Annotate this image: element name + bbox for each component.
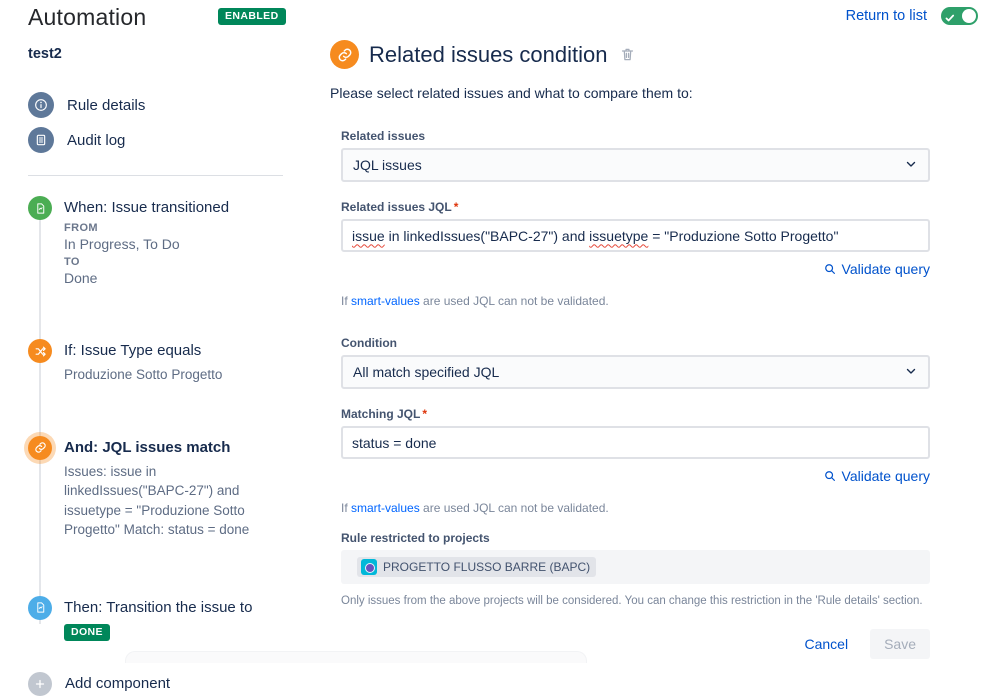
sidebar-item-label: Audit log: [67, 131, 126, 149]
step-trigger[interactable]: When: Issue transitioned FROM In Progres…: [28, 196, 283, 286]
step-title: And: JQL issues match: [64, 438, 231, 456]
label-text: Related issues JQL: [341, 200, 452, 214]
step-subtitle: Issues: issue in linkedIssues("BAPC-27")…: [64, 463, 250, 538]
step-action-transition[interactable]: Then: Transition the issue to DONE: [28, 595, 283, 641]
from-label: FROM: [64, 222, 98, 234]
step-condition-jql-match[interactable]: And: JQL issues match Issues: issue in l…: [28, 435, 283, 540]
project-restriction-label: Rule restricted to projects: [341, 531, 490, 545]
step-title: When: Issue transitioned: [64, 199, 230, 216]
trigger-icon: [28, 196, 52, 220]
delete-component-button[interactable]: [619, 46, 636, 63]
cancel-button[interactable]: Cancel: [804, 636, 849, 652]
step-subtitle: Produzione Sotto Progetto: [64, 367, 223, 382]
action-icon: [28, 595, 52, 620]
project-chip: PROGETTO FLUSSO BARRE (BAPC): [357, 557, 597, 577]
step-title: If: Issue Type equals: [64, 342, 202, 359]
related-issues-selected-value: JQL issues: [353, 157, 422, 173]
component-description: Please select related issues and what to…: [330, 85, 693, 101]
chevron-down-icon: [904, 364, 918, 381]
rule-steps: When: Issue transitioned FROM In Progres…: [28, 196, 283, 696]
related-issues-condition-icon: [330, 40, 359, 69]
chevron-down-icon: [904, 157, 918, 174]
sidebar-item-label: Rule details: [67, 96, 146, 114]
smart-values-note-1: If smart-values are used JQL can not be …: [341, 294, 930, 308]
project-restriction-note: Only issues from the above projects will…: [341, 595, 923, 607]
smart-values-link[interactable]: smart-values: [351, 501, 420, 515]
condition-selected-value: All match specified JQL: [353, 364, 500, 380]
required-mark: *: [422, 407, 428, 421]
sidebar-item-audit-log[interactable]: Audit log: [28, 127, 283, 153]
next-card-edge: [125, 651, 587, 663]
component-editor: Related issues condition Please select r…: [330, 40, 930, 659]
project-restriction-panel: PROGETTO FLUSSO BARRE (BAPC): [341, 550, 930, 584]
done-status-badge: DONE: [64, 623, 110, 641]
status-badge: ENABLED: [218, 8, 286, 25]
required-mark: *: [453, 200, 459, 214]
matching-jql-input[interactable]: [341, 426, 930, 459]
toggle-knob: [962, 9, 976, 23]
search-icon: [823, 469, 837, 483]
related-issues-jql-label: Related issues JQL *: [341, 200, 930, 214]
jql-text: in linkedIssues("BAPC-27") and: [384, 227, 590, 244]
related-issues-jql-input[interactable]: issue in linkedIssues("BAPC-27") and iss…: [341, 219, 930, 252]
label-text: Matching JQL: [341, 407, 421, 421]
smart-values-link[interactable]: smart-values: [351, 294, 420, 308]
matching-jql-label: Matching JQL *: [341, 407, 930, 421]
step-title: Then: Transition the issue to: [64, 598, 253, 616]
note-text: are used JQL can not be validated.: [419, 501, 609, 515]
plus-icon: [28, 671, 52, 696]
condition-select[interactable]: All match specified JQL: [341, 355, 930, 389]
project-avatar: [361, 559, 377, 575]
note-text: If: [341, 294, 352, 308]
return-to-list-link[interactable]: Return to list: [845, 8, 927, 24]
condition-form: Related issues JQL issues Related issues…: [341, 129, 930, 659]
jql-text: = "Produzione Sotto Progetto": [648, 227, 839, 244]
rule-enabled-toggle[interactable]: [941, 7, 978, 25]
from-value: In Progress, To Do: [64, 236, 180, 252]
add-component-label: Add component: [65, 675, 171, 693]
rule-name: test2: [28, 46, 62, 62]
search-icon: [823, 262, 837, 276]
info-icon: [28, 92, 54, 118]
to-value: Done: [64, 270, 98, 286]
validate-query-link-1[interactable]: Validate query: [841, 261, 930, 277]
shuffle-icon: [28, 339, 52, 363]
step-condition-issue-type[interactable]: If: Issue Type equals Produzione Sotto P…: [28, 339, 283, 385]
smart-values-note-2: If smart-values are used JQL can not be …: [341, 501, 930, 515]
condition-label: Condition: [341, 336, 397, 350]
project-chip-label: PROGETTO FLUSSO BARRE (BAPC): [383, 560, 591, 574]
save-button[interactable]: Save: [870, 629, 930, 659]
top-right-controls: Return to list: [846, 7, 978, 25]
page-title: Automation: [28, 4, 147, 30]
jql-word: issuetype: [589, 227, 649, 244]
add-component-button[interactable]: Add component: [28, 671, 283, 696]
audit-log-icon: [28, 127, 54, 153]
sidebar-item-rule-details[interactable]: Rule details: [28, 92, 283, 118]
note-text: If: [341, 501, 352, 515]
link-icon: [28, 435, 52, 460]
jql-word: issue: [352, 227, 385, 244]
step-connector-line: [39, 210, 41, 624]
related-issues-select[interactable]: JQL issues: [341, 148, 930, 182]
to-label: TO: [64, 256, 80, 268]
sidebar-divider: [28, 175, 283, 176]
related-issues-label: Related issues: [341, 129, 426, 143]
note-text: are used JQL can not be validated.: [419, 294, 609, 308]
rule-sidebar: test2 Rule details Audit log When: Issue…: [28, 46, 283, 696]
check-icon: [945, 10, 955, 28]
validate-query-link-2[interactable]: Validate query: [841, 468, 930, 484]
component-title: Related issues condition: [369, 41, 608, 67]
